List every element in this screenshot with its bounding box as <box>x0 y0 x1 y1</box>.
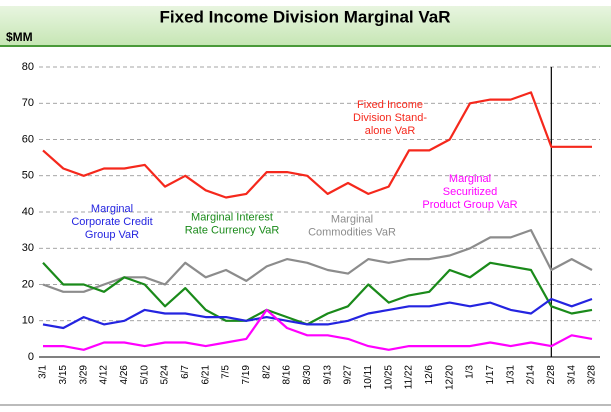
y-tick-label: 30 <box>22 242 34 254</box>
y-tick-label: 20 <box>22 278 34 290</box>
series-label: Marginal <box>331 213 373 225</box>
y-tick-label: 80 <box>22 61 34 73</box>
series-label: Marginal <box>449 173 491 185</box>
series-line <box>42 229 593 293</box>
chart-title: Fixed Income Division Marginal VaR <box>160 7 451 26</box>
x-tick-label: 5/24 <box>160 365 171 385</box>
x-tick-label: 1/17 <box>485 365 496 385</box>
y-tick-label: 50 <box>22 170 34 182</box>
x-tick-label: 7/5 <box>221 365 232 379</box>
series-line <box>42 261 593 326</box>
series-label: Corporate Credit <box>71 216 152 228</box>
series-line <box>42 91 592 199</box>
series-label: alone VaR <box>365 125 416 137</box>
x-tick-label: 3/1 <box>38 365 49 379</box>
series-label: Division Stand- <box>353 112 427 124</box>
x-tick-label: 8/30 <box>302 365 313 385</box>
x-tick-label: 10/11 <box>363 365 374 390</box>
x-tick-label: 7/19 <box>241 365 252 385</box>
x-tick-label: 2/14 <box>526 365 537 385</box>
y-tick-label: 60 <box>22 133 34 145</box>
x-tick-label: 8/2 <box>261 365 272 379</box>
x-tick-label: 2/28 <box>546 365 557 385</box>
x-tick-label: 9/27 <box>343 365 354 385</box>
x-tick-label: 1/31 <box>505 365 516 385</box>
x-tick-label: 4/26 <box>119 365 130 385</box>
x-tick-label: 3/28 <box>587 365 598 385</box>
series-label: Marginal <box>91 203 133 215</box>
series-label: Fixed Income <box>357 99 423 111</box>
series-label: Group VaR <box>85 229 139 241</box>
x-tick-label: 8/16 <box>282 365 293 385</box>
x-tick-label: 12/20 <box>444 365 455 390</box>
y-tick-label: 40 <box>22 206 34 218</box>
series-label: Rate Currency VaR <box>185 224 280 236</box>
x-tick-label: 4/12 <box>99 365 110 385</box>
x-tick-label: 6/7 <box>180 365 191 379</box>
x-tick-label: 3/29 <box>78 365 89 385</box>
x-tick-label: 5/10 <box>139 365 150 385</box>
series-label: Securitized <box>443 186 497 198</box>
x-tick-label: 6/21 <box>200 365 211 385</box>
series-label: Marginal Interest <box>191 211 273 223</box>
x-tick-label: 3/15 <box>58 365 69 385</box>
x-tick-label: 1/3 <box>465 365 476 379</box>
x-tick-label: 10/25 <box>383 365 394 390</box>
series-label: Commodities VaR <box>308 226 396 238</box>
series-label: Product Group VaR <box>422 199 517 211</box>
series-line <box>42 297 593 330</box>
y-tick-label: 10 <box>22 315 34 327</box>
x-tick-label: 12/6 <box>424 365 435 385</box>
x-tick-label: 11/22 <box>404 365 415 390</box>
series-line <box>43 308 593 351</box>
y-unit: $MM <box>6 30 33 44</box>
x-tick-label: 3/14 <box>566 365 577 385</box>
x-tick-label: 9/13 <box>322 365 333 385</box>
header-band <box>0 6 611 46</box>
y-tick-label: 0 <box>28 351 34 363</box>
y-tick-label: 70 <box>22 97 34 109</box>
